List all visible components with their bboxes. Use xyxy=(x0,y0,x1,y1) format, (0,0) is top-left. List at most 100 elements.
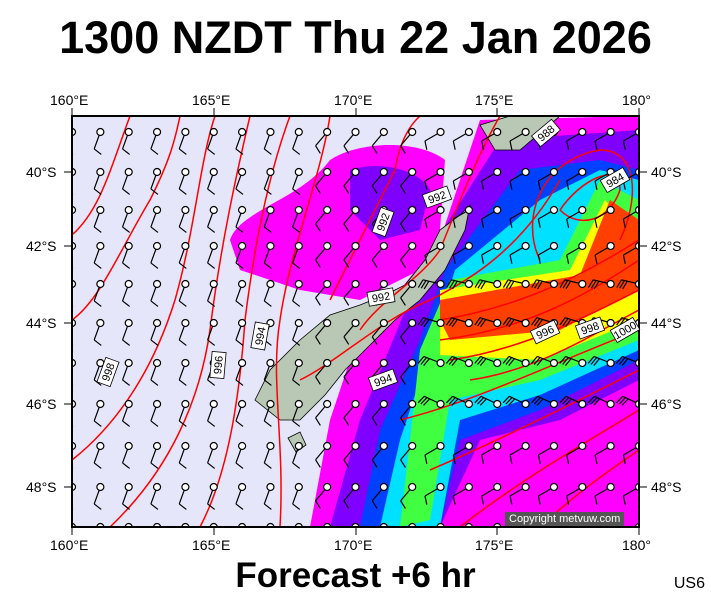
station-point xyxy=(181,127,190,137)
wind-barb xyxy=(452,167,473,190)
wind-barb xyxy=(207,241,218,269)
station-point xyxy=(493,205,502,215)
svg-text:998: 998 xyxy=(100,362,118,383)
station-point xyxy=(96,399,105,409)
station-point xyxy=(436,358,445,368)
wind-barb xyxy=(235,167,247,195)
station-point xyxy=(294,441,303,451)
station-point xyxy=(606,205,615,215)
isobar-label: 998 xyxy=(96,356,120,388)
wind-barb xyxy=(263,482,275,510)
station-point xyxy=(238,205,247,215)
lat-right-42: 42°S xyxy=(651,238,682,254)
wind-barb xyxy=(292,482,303,510)
station-point xyxy=(578,441,587,451)
station-point xyxy=(549,358,559,368)
copyright-label[interactable]: Copyright metvuw.com xyxy=(505,512,625,526)
wind-barb xyxy=(343,127,360,154)
station-point xyxy=(124,358,133,368)
station-point xyxy=(408,358,417,368)
station-point xyxy=(181,399,190,409)
wind-barb xyxy=(207,279,218,307)
station-point xyxy=(152,318,162,328)
wind-barb xyxy=(207,399,218,427)
wind-barb xyxy=(531,395,559,409)
wind-barb xyxy=(452,441,473,464)
isobar-label: 996 xyxy=(209,351,227,379)
station-point xyxy=(521,358,530,368)
station-point xyxy=(606,358,615,368)
wind-barb xyxy=(207,127,218,155)
station-point xyxy=(181,358,190,368)
wind-barb xyxy=(559,355,587,368)
station-point xyxy=(238,241,247,251)
station-point xyxy=(464,399,473,409)
isobar xyxy=(72,116,216,461)
wind-barb xyxy=(178,241,190,269)
wind-barb xyxy=(417,317,445,328)
wind-barb xyxy=(371,399,388,426)
station-point xyxy=(209,127,218,137)
lon-top-175: 175°E xyxy=(475,92,514,108)
wind-barb xyxy=(474,317,502,328)
station-point xyxy=(124,441,133,451)
station-point xyxy=(464,441,473,451)
wind-barb xyxy=(343,482,360,509)
wind-barb xyxy=(537,167,559,190)
station-point xyxy=(209,318,218,328)
wind-barb xyxy=(178,358,190,386)
wind-barb xyxy=(566,441,587,464)
station-point xyxy=(152,241,162,251)
wind-barb xyxy=(502,317,530,328)
wind-barb xyxy=(424,441,445,464)
wind-barb xyxy=(121,205,133,233)
station-point xyxy=(379,241,388,251)
forecast-label: Forecast +6 hr xyxy=(235,556,476,595)
station-point xyxy=(238,318,247,328)
wind-barbs xyxy=(72,127,639,527)
station-point xyxy=(606,482,615,492)
wind-barb xyxy=(343,167,360,194)
lon-bottom-165: 165°E xyxy=(192,537,231,553)
station-point xyxy=(238,127,247,137)
isobar-label: 992 xyxy=(371,206,395,238)
station-point xyxy=(606,279,615,289)
wind-barb xyxy=(93,241,105,269)
wind-barb xyxy=(235,279,247,307)
station-point xyxy=(181,318,190,328)
station-point xyxy=(124,279,133,289)
wind-barb xyxy=(509,167,530,190)
region-code: US6 xyxy=(673,575,705,592)
station-point xyxy=(351,167,360,177)
station-point xyxy=(408,127,417,137)
lat-left-48: 48°S xyxy=(26,479,57,495)
station-point xyxy=(493,399,502,409)
station-point xyxy=(323,241,332,251)
wind-barb xyxy=(93,399,105,427)
wind-barb xyxy=(315,241,332,268)
station-point xyxy=(124,241,133,251)
station-point xyxy=(238,358,247,368)
wind-barb xyxy=(150,318,162,346)
wind-barb xyxy=(446,317,473,328)
wind-barb xyxy=(178,441,190,469)
isobar-label: 998 xyxy=(574,316,606,340)
wind-barb xyxy=(566,167,587,190)
wind-barb xyxy=(121,318,133,346)
station-point xyxy=(464,127,473,137)
station-point xyxy=(152,441,162,451)
station-point xyxy=(152,399,162,409)
wind-barb xyxy=(292,318,303,346)
wind-barb xyxy=(292,279,303,307)
wind-barb xyxy=(343,399,360,426)
wind-barb xyxy=(178,127,190,155)
station-point xyxy=(408,241,417,251)
station-point xyxy=(294,127,303,137)
wind-barb xyxy=(452,482,473,505)
lat-left-42: 42°S xyxy=(26,238,57,254)
wind-barb xyxy=(371,167,388,194)
wind-barb xyxy=(481,127,502,150)
station-point xyxy=(152,482,162,492)
wind-barb xyxy=(207,482,218,510)
wind-barb xyxy=(371,127,388,154)
